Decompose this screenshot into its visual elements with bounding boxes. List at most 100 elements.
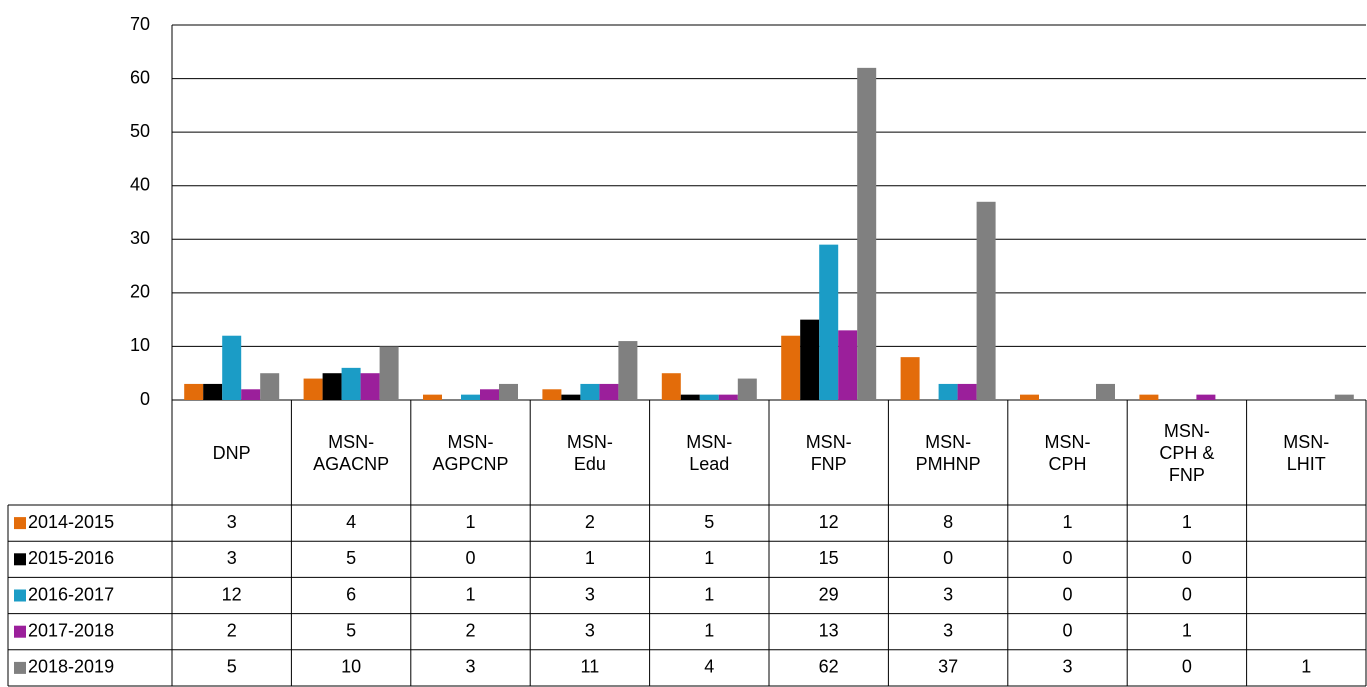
bar <box>976 201 996 400</box>
table-value: 1 <box>585 548 595 568</box>
table-value: 4 <box>704 657 714 677</box>
bar <box>1096 383 1115 400</box>
bar <box>203 383 223 400</box>
table-value: 0 <box>1062 620 1072 640</box>
table-value: 1 <box>704 620 714 640</box>
legend-label: 2018-2019 <box>28 657 114 677</box>
table-value: 8 <box>943 512 953 532</box>
bar <box>938 383 958 400</box>
x-tick-label: MSN-AGACNP <box>313 431 390 474</box>
x-tick-label: MSN-LHIT <box>1283 431 1330 474</box>
category-cell: MSN-FNP <box>805 431 852 474</box>
bar <box>781 335 801 400</box>
bar <box>957 383 977 400</box>
table-value: 1 <box>465 512 475 532</box>
table-value: 15 <box>819 548 839 568</box>
table-value: 3 <box>585 584 595 604</box>
bar <box>542 389 562 400</box>
x-tick-label: MSN-CPH & FNP <box>1159 420 1215 485</box>
table-value: 0 <box>1062 548 1072 568</box>
legend-key <box>14 553 26 566</box>
legend-key <box>14 517 26 530</box>
table-value: 37 <box>938 657 958 677</box>
bar <box>322 373 342 400</box>
bar <box>480 389 499 400</box>
x-tick-label: DNP <box>212 442 251 463</box>
table-value: 13 <box>819 620 839 640</box>
legend-label: 2016-2017 <box>28 584 114 604</box>
bar <box>580 383 600 400</box>
table-value: 0 <box>1062 584 1072 604</box>
legend-key <box>14 661 26 674</box>
table-value: 1 <box>704 548 714 568</box>
x-tick-label: MSN-PMHNP <box>915 431 981 474</box>
table-value: 10 <box>341 657 361 677</box>
bar <box>341 367 361 400</box>
table-value: 62 <box>819 657 839 677</box>
bar <box>618 341 638 400</box>
bar <box>222 335 242 400</box>
bar <box>360 373 380 400</box>
bar <box>379 346 399 400</box>
table-value: 3 <box>227 512 237 532</box>
y-tick-label: 30 <box>130 228 150 248</box>
legend-key <box>14 625 26 638</box>
bar <box>1196 394 1216 400</box>
y-tick-label: 60 <box>130 67 150 87</box>
category-cell: MSN-LHIT <box>1283 431 1330 474</box>
table-value: 0 <box>465 548 475 568</box>
bar <box>661 373 681 400</box>
bar <box>1139 394 1159 400</box>
bar <box>184 383 204 400</box>
x-tick-label: MSN-CPH <box>1044 431 1091 474</box>
bar <box>303 378 323 400</box>
table-value: 1 <box>1182 512 1192 532</box>
table-value: 3 <box>585 620 595 640</box>
bar <box>260 373 280 400</box>
x-tick-label: MSN-Lead <box>686 431 733 474</box>
category-cell: MSN-AGPCNP <box>432 432 508 474</box>
x-tick-label: MSN-FNP <box>805 431 852 474</box>
table-value: 3 <box>943 584 953 604</box>
table-value: 1 <box>1182 620 1192 640</box>
x-tick-label: MSN-Edu <box>566 431 613 474</box>
category-cell: MSN-CPH & FNP <box>1159 420 1215 485</box>
bar <box>699 394 719 400</box>
bar <box>718 394 738 400</box>
table-value: 3 <box>227 548 237 568</box>
bar <box>499 383 518 400</box>
legend-key <box>14 589 26 602</box>
table-value: 2 <box>465 620 475 640</box>
category-cell: MSN-CPH <box>1044 431 1091 474</box>
category-cell: MSN-AGACNP <box>313 431 390 474</box>
table-value: 3 <box>943 620 953 640</box>
bar <box>599 383 619 400</box>
table-value: 0 <box>1182 657 1192 677</box>
table-value: 5 <box>704 512 714 532</box>
table-value: 2 <box>585 512 595 532</box>
table-value: 29 <box>819 584 839 604</box>
legend-label: 2015-2016 <box>28 548 114 568</box>
bar <box>461 394 480 400</box>
table-value: 6 <box>346 584 356 604</box>
table-value: 12 <box>819 512 839 532</box>
table-value: 1 <box>465 584 475 604</box>
y-tick-label: 0 <box>140 389 150 409</box>
category-cell: DNP <box>212 442 251 463</box>
bar <box>1020 394 1039 400</box>
y-tick-label: 70 <box>130 14 150 34</box>
bar <box>900 357 920 400</box>
bar <box>857 67 877 400</box>
bar <box>1334 394 1354 400</box>
y-tick-label: 10 <box>130 335 150 355</box>
y-tick-label: 50 <box>130 121 150 141</box>
category-cell: MSN-Edu <box>566 431 613 474</box>
table-value: 12 <box>222 584 242 604</box>
table-value: 5 <box>346 620 356 640</box>
table-value: 4 <box>346 512 356 532</box>
category-cell: MSN-PMHNP <box>915 431 981 474</box>
table-value: 1 <box>704 584 714 604</box>
y-tick-label: 40 <box>130 174 150 194</box>
bar <box>800 319 820 400</box>
